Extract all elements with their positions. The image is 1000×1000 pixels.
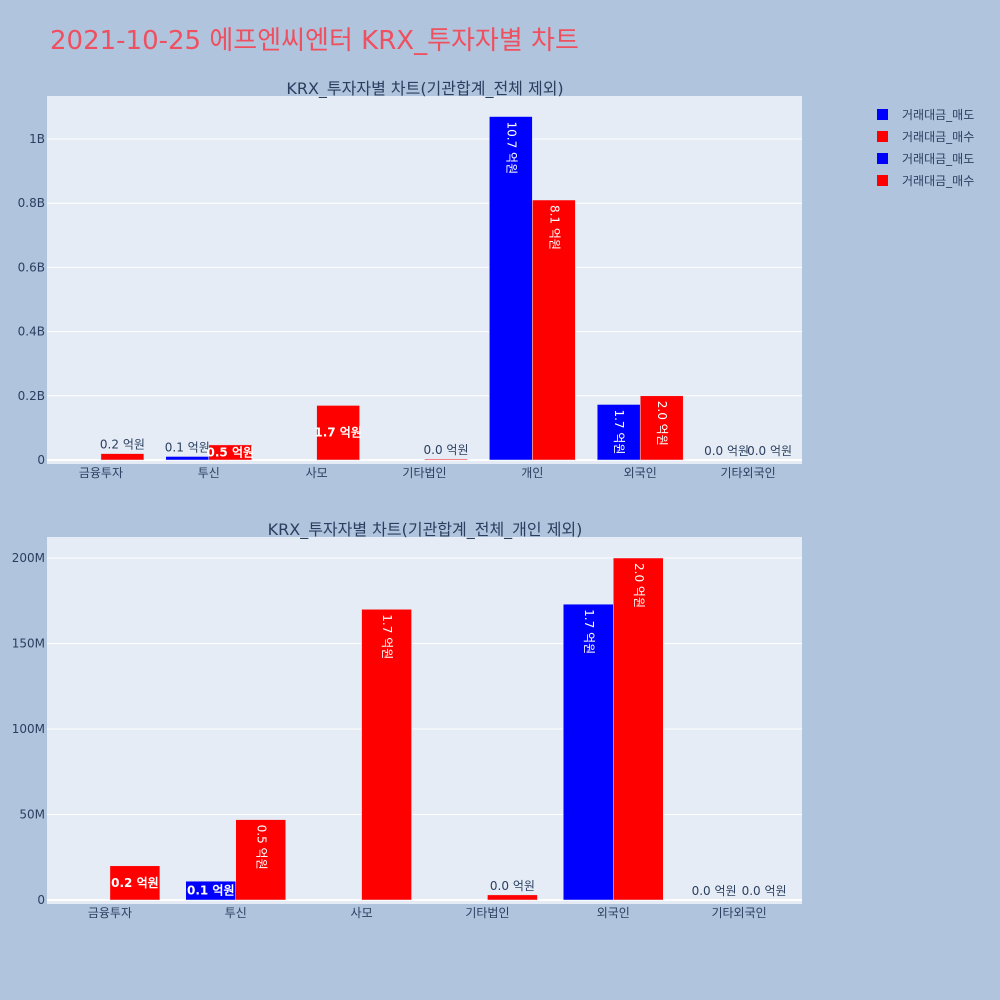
x-tick-label: 투신 bbox=[225, 906, 247, 920]
bar bbox=[596, 404, 641, 461]
x-tick-label: 기타법인 bbox=[402, 466, 446, 480]
bar bbox=[613, 557, 664, 901]
data-label: 0.0 억원 bbox=[704, 444, 749, 458]
legend-swatch bbox=[877, 153, 888, 164]
legend-label[interactable]: 거래대금_매수 bbox=[902, 174, 974, 188]
bar bbox=[165, 456, 210, 461]
data-label: 0.0 억원 bbox=[742, 884, 787, 898]
bar bbox=[208, 444, 253, 461]
y-tick-label: 0.4B bbox=[18, 325, 45, 339]
data-label: 0.5 억원 bbox=[207, 445, 255, 459]
legend-label[interactable]: 거래대금_매수 bbox=[902, 130, 974, 144]
bar bbox=[639, 395, 684, 461]
data-label: 1.7 억원 bbox=[582, 609, 596, 654]
legend-swatch bbox=[877, 131, 888, 142]
data-label: 2.0 억원 bbox=[655, 401, 669, 446]
bar bbox=[489, 116, 533, 461]
plot-area bbox=[47, 537, 802, 904]
legend-label[interactable]: 거래대금_매도 bbox=[902, 108, 974, 122]
data-label: 0.5 억원 bbox=[254, 825, 268, 870]
bar bbox=[109, 865, 161, 901]
y-tick-label: 50M bbox=[19, 808, 45, 822]
bar bbox=[563, 603, 614, 901]
bar bbox=[361, 609, 412, 901]
plot-area bbox=[47, 96, 802, 464]
x-tick-label: 금융투자 bbox=[88, 906, 132, 920]
data-label: 0.2 억원 bbox=[100, 438, 145, 452]
legend-swatch bbox=[877, 175, 888, 186]
y-tick-label: 0.2B bbox=[18, 389, 45, 403]
x-tick-label: 사모 bbox=[351, 906, 373, 920]
data-label: 2.0 억원 bbox=[632, 563, 646, 608]
legend-label[interactable]: 거래대금_매도 bbox=[902, 152, 974, 166]
bar bbox=[235, 819, 286, 901]
x-tick-label: 개인 bbox=[521, 466, 543, 480]
x-tick-label: 투신 bbox=[198, 466, 220, 480]
data-label: 0.0 억원 bbox=[424, 443, 469, 457]
bar bbox=[424, 458, 468, 461]
x-tick-label: 외국인 bbox=[624, 466, 657, 480]
y-tick-label: 0 bbox=[37, 453, 45, 467]
y-tick-label: 150M bbox=[12, 637, 45, 651]
x-tick-label: 기타외국인 bbox=[711, 906, 766, 920]
data-label: 1.7 억원 bbox=[314, 426, 362, 440]
x-tick-label: 사모 bbox=[306, 466, 328, 480]
legend-swatch bbox=[877, 109, 888, 120]
y-tick-label: 200M bbox=[12, 551, 45, 565]
y-tick-label: 0 bbox=[37, 893, 45, 907]
x-tick-label: 기타법인 bbox=[465, 906, 509, 920]
chart-2: KRX_투자자별 차트(기관합계_전체_개인 제외) 0 50M 100M 150M 20… bbox=[12, 520, 802, 920]
data-label: 0.0 억원 bbox=[692, 884, 737, 898]
data-label: 8.1 억원 bbox=[547, 205, 561, 250]
y-tick-label: 100M bbox=[12, 722, 45, 736]
data-label: 10.7 억원 bbox=[504, 122, 518, 175]
chart-1: KRX_투자자별 차트(기관합계_전체 제외) 0 0.2B 0.4B 0.6B 0.8B… bbox=[18, 79, 802, 480]
data-label: 0.0 억원 bbox=[490, 879, 535, 893]
data-label: 0.1 억원 bbox=[187, 884, 235, 898]
y-tick-label: 1B bbox=[29, 132, 45, 146]
data-label: 0.0 억원 bbox=[747, 444, 792, 458]
bar bbox=[532, 199, 576, 461]
chart-2-title: KRX_투자자별 차트(기관합계_전체_개인 제외) bbox=[268, 520, 583, 540]
x-tick-label: 금융투자 bbox=[79, 466, 123, 480]
page-title: 2021-10-25 에프엔씨엔터 KRX_투자자별 차트 bbox=[50, 26, 579, 56]
bar bbox=[100, 453, 145, 461]
x-tick-label: 외국인 bbox=[597, 906, 630, 920]
y-tick-label: 0.6B bbox=[18, 260, 45, 274]
data-label: 1.7 억원 bbox=[380, 614, 394, 659]
bar bbox=[487, 894, 538, 901]
data-label: 0.2 억원 bbox=[111, 876, 159, 890]
data-label: 0.1 억원 bbox=[165, 440, 210, 454]
x-tick-label: 기타외국인 bbox=[720, 466, 775, 480]
bar bbox=[316, 405, 360, 461]
data-label: 1.7 억원 bbox=[612, 409, 626, 454]
y-tick-label: 0.8B bbox=[18, 196, 45, 210]
chart-1-title: KRX_투자자별 차트(기관합계_전체 제외) bbox=[286, 79, 563, 99]
